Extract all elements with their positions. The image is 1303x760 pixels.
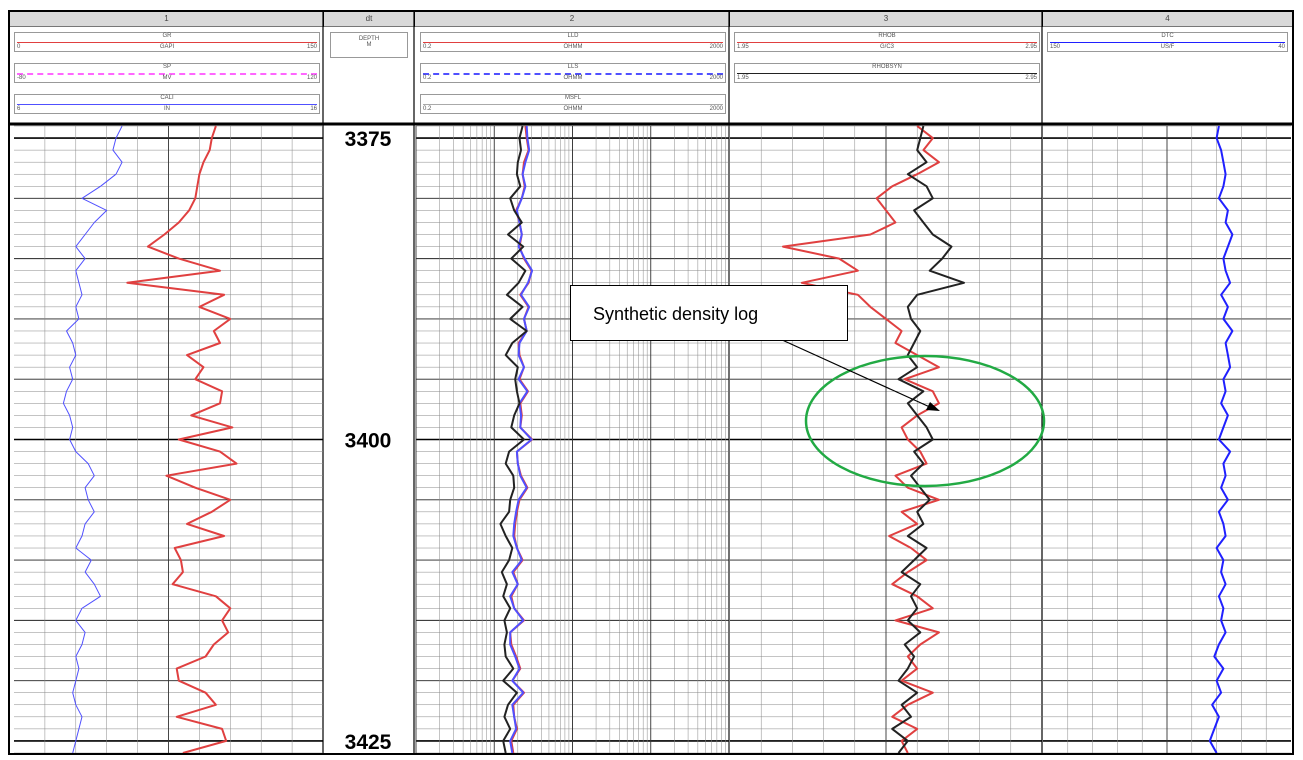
rhobsyn-curve-header: RHOBSYN 1.95 2.95 <box>734 63 1040 83</box>
lld-unit: OHMM <box>563 44 583 50</box>
lld-curve-header: LLD 0.2 OHMM 2000 <box>420 32 726 52</box>
curve-rhobsyn <box>891 125 965 753</box>
curve-lls <box>509 125 534 753</box>
rhob-name: RHOB <box>878 33 896 39</box>
depth-labels: 3375 3400 3425 <box>345 128 392 753</box>
curve-cali <box>62 125 123 753</box>
rhobsyn-min: 1.95 <box>737 75 749 81</box>
msfl-min: 0.2 <box>423 106 432 112</box>
depth-label-3375: 3375 <box>345 128 392 151</box>
curve-rhob <box>782 125 940 753</box>
cali-max: 16 <box>310 106 317 112</box>
cali-curve-header: CALI 6 IN 16 <box>14 94 320 114</box>
msfl-curve-header: MSFL 0.2 OHMM 2000 <box>420 94 726 114</box>
gr-min: 0 <box>17 44 21 50</box>
depth-unit: M <box>366 42 372 48</box>
dtc-unit: US/F <box>1160 44 1175 50</box>
track-number-4: 4 <box>1043 12 1292 27</box>
rhob-max: 2.95 <box>1025 44 1037 50</box>
sp-max: 120 <box>306 75 317 81</box>
msfl-max: 2000 <box>709 106 723 112</box>
sp-name: SP <box>162 64 171 70</box>
annotation-label: Synthetic density log <box>570 285 848 341</box>
lld-min: 0.2 <box>423 44 432 50</box>
msfl-name: MSFL <box>564 95 581 101</box>
rhobsyn-max: 2.95 <box>1025 75 1037 81</box>
dtc-min: 150 <box>1050 44 1061 50</box>
annotation-arrowhead <box>926 402 940 411</box>
cali-unit: IN <box>164 106 170 112</box>
msfl-unit: OHMM <box>563 106 583 112</box>
dtc-max: 40 <box>1278 44 1285 50</box>
depth-label-3425: 3425 <box>345 731 392 753</box>
cali-name: CALI <box>160 95 174 101</box>
log-plot-frame: 1 dt 2 3 4 GR 0 GAPI 150 SP -80 MV 120 C… <box>8 10 1294 755</box>
depth-name: DEPTH <box>358 36 380 42</box>
depth-label-3400: 3400 <box>345 430 392 453</box>
rhobsyn-line-swatch <box>737 73 1037 74</box>
cali-min: 6 <box>17 106 21 112</box>
sp-curve-header: SP -80 MV 120 <box>14 63 320 83</box>
rhob-unit: G/C3 <box>879 44 894 50</box>
sp-line-swatch <box>17 73 317 75</box>
gr-max: 150 <box>306 44 317 50</box>
lls-name: LLS <box>567 64 579 70</box>
lld-name: LLD <box>567 33 579 39</box>
curve-gr <box>126 125 238 753</box>
lls-line-swatch <box>423 73 723 75</box>
sp-unit: MV <box>162 75 172 81</box>
gr-unit: GAPI <box>159 44 175 50</box>
msfl-line-swatch <box>423 104 723 105</box>
rhobsyn-name: RHOBSYN <box>872 64 902 70</box>
annotation-arrow <box>779 338 933 409</box>
lld-max: 2000 <box>709 44 723 50</box>
rhob-curve-header: RHOB 1.95 G/C3 2.95 <box>734 32 1040 52</box>
lls-unit: OHMM <box>563 75 583 81</box>
gr-line-swatch <box>17 42 317 43</box>
dtc-curve-header: DTC 150 US/F 40 <box>1047 32 1288 52</box>
lls-min: 0.2 <box>423 75 432 81</box>
curve-msfl <box>499 125 528 753</box>
dtc-name: DTC <box>1161 33 1174 39</box>
sp-min: -80 <box>17 75 26 81</box>
rhob-line-swatch <box>737 42 1037 43</box>
cali-line-swatch <box>17 104 317 105</box>
curve-dtc <box>1208 125 1234 753</box>
grid-lines <box>10 12 1292 753</box>
lls-curve-header: LLS 0.2 OHMM 2000 <box>420 63 726 83</box>
depth-curve-header: DEPTH M <box>330 32 408 58</box>
dtc-line-swatch <box>1050 42 1285 43</box>
rhob-min: 1.95 <box>737 44 749 50</box>
lls-max: 2000 <box>709 75 723 81</box>
gr-name: GR <box>162 33 172 39</box>
log-curves <box>62 125 1234 753</box>
log-plot-area: 3375 3400 3425 <box>10 12 1292 753</box>
highlight-ellipse <box>804 354 1046 488</box>
gr-curve-header: GR 0 GAPI 150 <box>14 32 320 52</box>
lld-line-swatch <box>423 42 723 43</box>
